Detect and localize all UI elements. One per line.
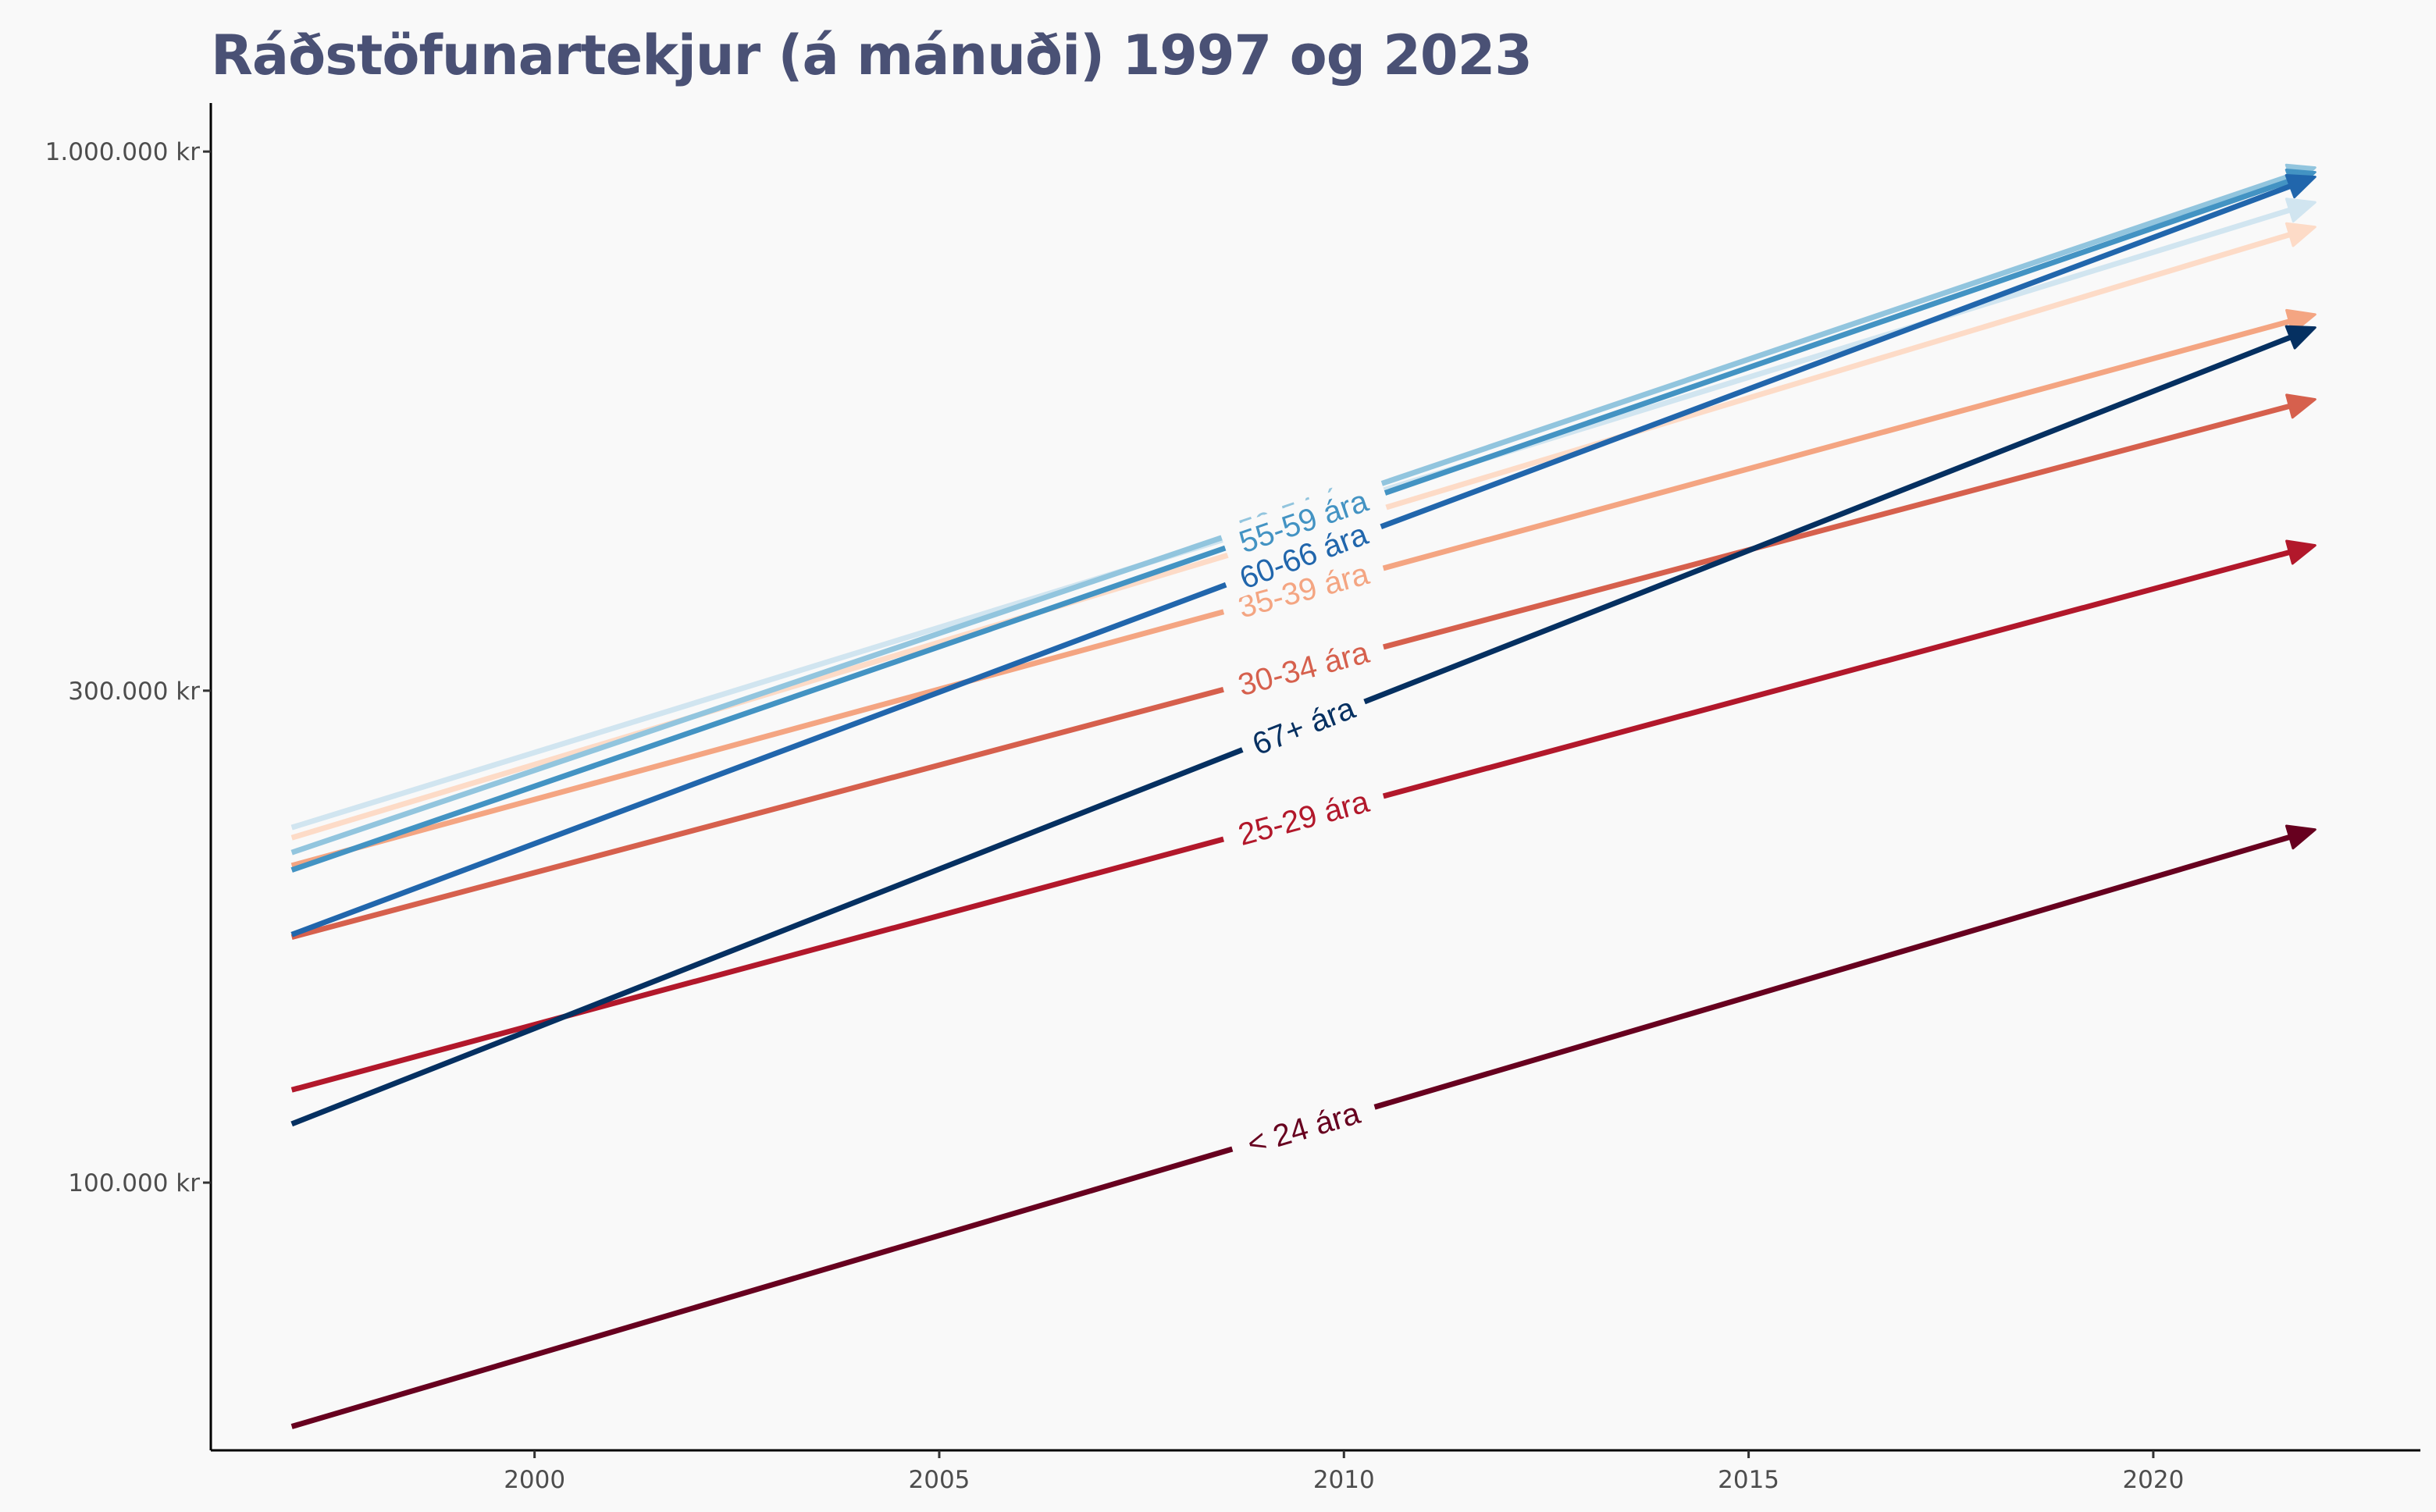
series-label-group: 25-29 ára xyxy=(1218,777,1388,856)
series-label: 25-29 ára xyxy=(1234,784,1373,852)
series-arrowhead xyxy=(2285,222,2317,247)
series-label-bg xyxy=(1218,550,1388,628)
x-tick-label: 2015 xyxy=(1718,1466,1779,1494)
x-tick-label: 2005 xyxy=(909,1466,970,1494)
series-arrowhead xyxy=(2285,393,2317,419)
series-arrowhead xyxy=(2285,539,2317,565)
series-arrowhead xyxy=(2285,197,2317,222)
series-label-group: 30-34 ára xyxy=(1218,628,1388,706)
y-tick-label: 1.000.000 kr xyxy=(45,138,201,166)
series-label: < 24 ára xyxy=(1244,1096,1365,1162)
series-arrowhead xyxy=(2285,325,2317,350)
series-label-bg xyxy=(1227,1089,1380,1166)
series-label-bg xyxy=(1235,684,1371,766)
x-tick-label: 2000 xyxy=(504,1466,565,1494)
axes: 100.000 kr 300.000 kr 1.000.000 kr 2000 2005… xyxy=(45,103,2420,1494)
series-label-bg xyxy=(1218,628,1388,706)
series-label: 67+ ára xyxy=(1248,691,1360,762)
x-tick-label: 2010 xyxy=(1313,1466,1375,1494)
y-tick-label: 300.000 kr xyxy=(68,678,200,706)
series-label-bg xyxy=(1219,509,1387,601)
x-tick-label: 2020 xyxy=(2122,1466,2184,1494)
y-tick-label: 100.000 kr xyxy=(68,1169,200,1197)
chart-title: Ráðstöfunartekjur (á mánuði) 1997 og 202… xyxy=(211,23,1533,87)
series-label-bg xyxy=(1218,777,1388,856)
series-label-group: < 24 ára xyxy=(1227,1089,1380,1166)
series-arrowhead xyxy=(2285,173,2317,199)
series-label-bg xyxy=(1219,476,1387,564)
series-arrows xyxy=(290,163,2317,1429)
series-arrowhead xyxy=(2285,824,2317,850)
